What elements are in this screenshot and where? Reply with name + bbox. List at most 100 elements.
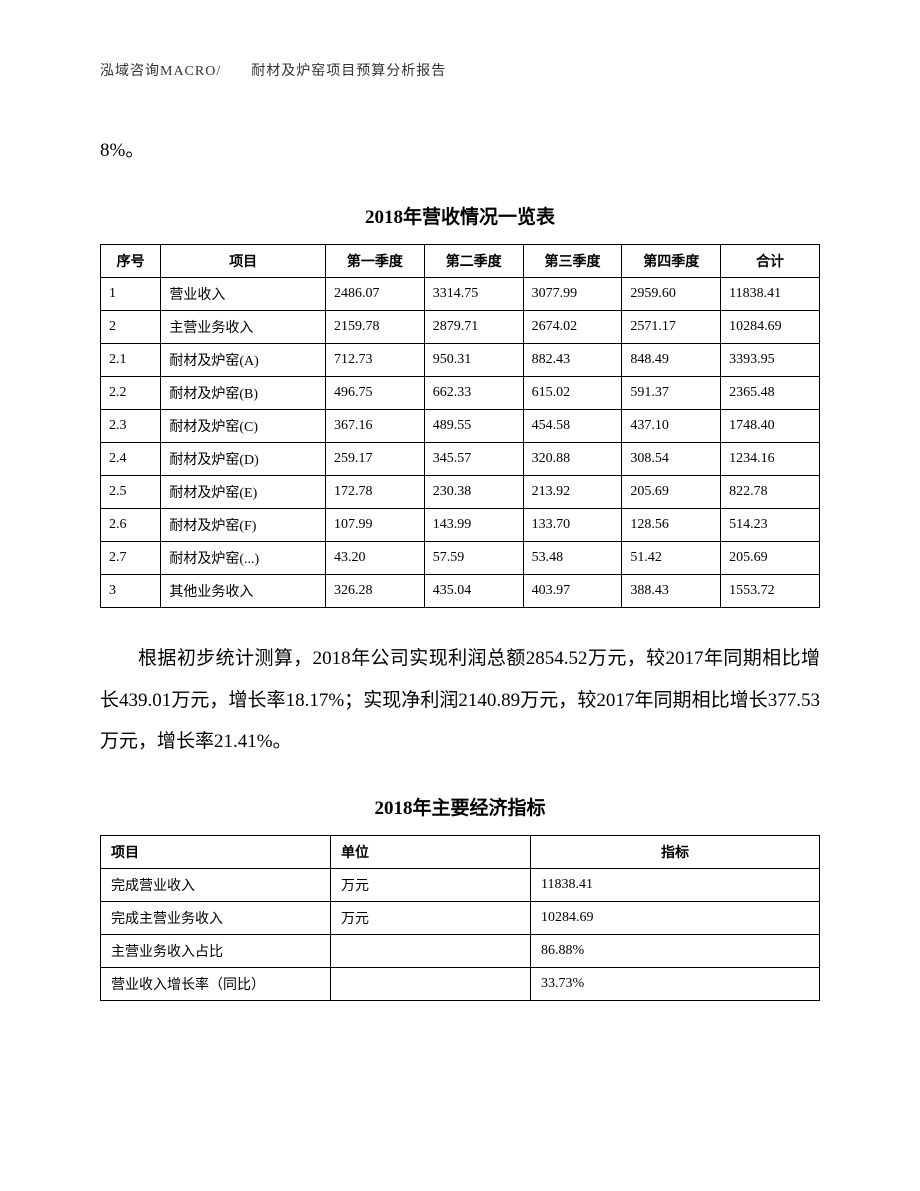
cell-q2: 950.31 <box>424 343 523 376</box>
table-row: 完成营业收入万元11838.41 <box>101 869 820 902</box>
table-header-row: 项目 单位 指标 <box>101 836 820 869</box>
cell-q3: 882.43 <box>523 343 622 376</box>
cell-q3: 133.70 <box>523 508 622 541</box>
col-header-q4: 第四季度 <box>622 244 721 277</box>
cell-q1: 367.16 <box>326 409 425 442</box>
cell-total: 3393.95 <box>721 343 820 376</box>
table-row: 营业收入增长率（同比） 33.73% <box>101 968 820 1001</box>
cell-item: 耐材及炉窑(...) <box>161 541 326 574</box>
cell-q3: 3077.99 <box>523 277 622 310</box>
cell-project: 完成营业收入 <box>101 869 331 902</box>
cell-unit <box>331 935 531 968</box>
cell-q2: 662.33 <box>424 376 523 409</box>
cell-q1: 172.78 <box>326 475 425 508</box>
cell-total: 10284.69 <box>721 310 820 343</box>
cell-q4: 2959.60 <box>622 277 721 310</box>
cell-q4: 128.56 <box>622 508 721 541</box>
col-header-q1: 第一季度 <box>326 244 425 277</box>
col-header-q3: 第三季度 <box>523 244 622 277</box>
revenue-table-body: 1营业收入2486.073314.753077.992959.6011838.4… <box>101 277 820 607</box>
cell-q4: 388.43 <box>622 574 721 607</box>
cell-q3: 53.48 <box>523 541 622 574</box>
cell-seq: 2.3 <box>101 409 161 442</box>
cell-seq: 2.4 <box>101 442 161 475</box>
col-header-project: 项目 <box>101 836 331 869</box>
cell-q2: 2879.71 <box>424 310 523 343</box>
cell-q4: 437.10 <box>622 409 721 442</box>
cell-seq: 2.6 <box>101 508 161 541</box>
cell-q3: 454.58 <box>523 409 622 442</box>
cell-q1: 2486.07 <box>326 277 425 310</box>
cell-q4: 51.42 <box>622 541 721 574</box>
col-header-seq: 序号 <box>101 244 161 277</box>
cell-metric: 11838.41 <box>531 869 820 902</box>
cell-q1: 107.99 <box>326 508 425 541</box>
cell-q4: 591.37 <box>622 376 721 409</box>
col-header-q2: 第二季度 <box>424 244 523 277</box>
table-row: 2.3耐材及炉窑(C)367.16489.55454.58437.101748.… <box>101 409 820 442</box>
cell-q4: 308.54 <box>622 442 721 475</box>
cell-item: 耐材及炉窑(E) <box>161 475 326 508</box>
cell-total: 205.69 <box>721 541 820 574</box>
econ-table-body: 完成营业收入万元11838.41 完成主营业务收入万元10284.69 主营业务… <box>101 869 820 1001</box>
cell-project: 完成主营业务收入 <box>101 902 331 935</box>
cell-q1: 2159.78 <box>326 310 425 343</box>
cell-q2: 143.99 <box>424 508 523 541</box>
cell-item: 主营业务收入 <box>161 310 326 343</box>
revenue-table: 序号 项目 第一季度 第二季度 第三季度 第四季度 合计 1营业收入2486.0… <box>100 244 820 608</box>
cell-q3: 403.97 <box>523 574 622 607</box>
table-row: 2.6耐材及炉窑(F)107.99143.99133.70128.56514.2… <box>101 508 820 541</box>
table-row: 主营业务收入占比 86.88% <box>101 935 820 968</box>
cell-total: 1553.72 <box>721 574 820 607</box>
cell-q3: 213.92 <box>523 475 622 508</box>
cell-q4: 848.49 <box>622 343 721 376</box>
cell-q2: 230.38 <box>424 475 523 508</box>
cell-item: 耐材及炉窑(A) <box>161 343 326 376</box>
cell-item: 其他业务收入 <box>161 574 326 607</box>
table-row: 2主营业务收入2159.782879.712674.022571.1710284… <box>101 310 820 343</box>
table-row: 3其他业务收入326.28435.04403.97388.431553.72 <box>101 574 820 607</box>
table-row: 1营业收入2486.073314.753077.992959.6011838.4… <box>101 277 820 310</box>
col-header-item: 项目 <box>161 244 326 277</box>
cell-metric: 33.73% <box>531 968 820 1001</box>
cell-total: 1234.16 <box>721 442 820 475</box>
cell-total: 1748.40 <box>721 409 820 442</box>
table-row: 完成主营业务收入万元10284.69 <box>101 902 820 935</box>
cell-seq: 2.7 <box>101 541 161 574</box>
fragment-text: 8%。 <box>100 130 820 172</box>
col-header-metric: 指标 <box>531 836 820 869</box>
col-header-unit: 单位 <box>331 836 531 869</box>
cell-q2: 489.55 <box>424 409 523 442</box>
table1-title: 2018年营收情况一览表 <box>100 202 820 229</box>
cell-total: 11838.41 <box>721 277 820 310</box>
col-header-total: 合计 <box>721 244 820 277</box>
cell-q2: 3314.75 <box>424 277 523 310</box>
cell-metric: 86.88% <box>531 935 820 968</box>
cell-q3: 2674.02 <box>523 310 622 343</box>
cell-project: 主营业务收入占比 <box>101 935 331 968</box>
cell-q4: 205.69 <box>622 475 721 508</box>
cell-seq: 2.5 <box>101 475 161 508</box>
cell-q2: 57.59 <box>424 541 523 574</box>
cell-q2: 435.04 <box>424 574 523 607</box>
cell-item: 耐材及炉窑(D) <box>161 442 326 475</box>
cell-q1: 259.17 <box>326 442 425 475</box>
cell-seq: 2.2 <box>101 376 161 409</box>
cell-total: 514.23 <box>721 508 820 541</box>
cell-metric: 10284.69 <box>531 902 820 935</box>
cell-total: 822.78 <box>721 475 820 508</box>
cell-unit: 万元 <box>331 902 531 935</box>
cell-q1: 712.73 <box>326 343 425 376</box>
cell-q1: 43.20 <box>326 541 425 574</box>
cell-q1: 326.28 <box>326 574 425 607</box>
cell-unit: 万元 <box>331 869 531 902</box>
cell-total: 2365.48 <box>721 376 820 409</box>
cell-q1: 496.75 <box>326 376 425 409</box>
table2-title: 2018年主要经济指标 <box>100 793 820 820</box>
cell-seq: 1 <box>101 277 161 310</box>
cell-project: 营业收入增长率（同比） <box>101 968 331 1001</box>
cell-item: 耐材及炉窑(F) <box>161 508 326 541</box>
cell-q4: 2571.17 <box>622 310 721 343</box>
table-header-row: 序号 项目 第一季度 第二季度 第三季度 第四季度 合计 <box>101 244 820 277</box>
cell-item: 营业收入 <box>161 277 326 310</box>
